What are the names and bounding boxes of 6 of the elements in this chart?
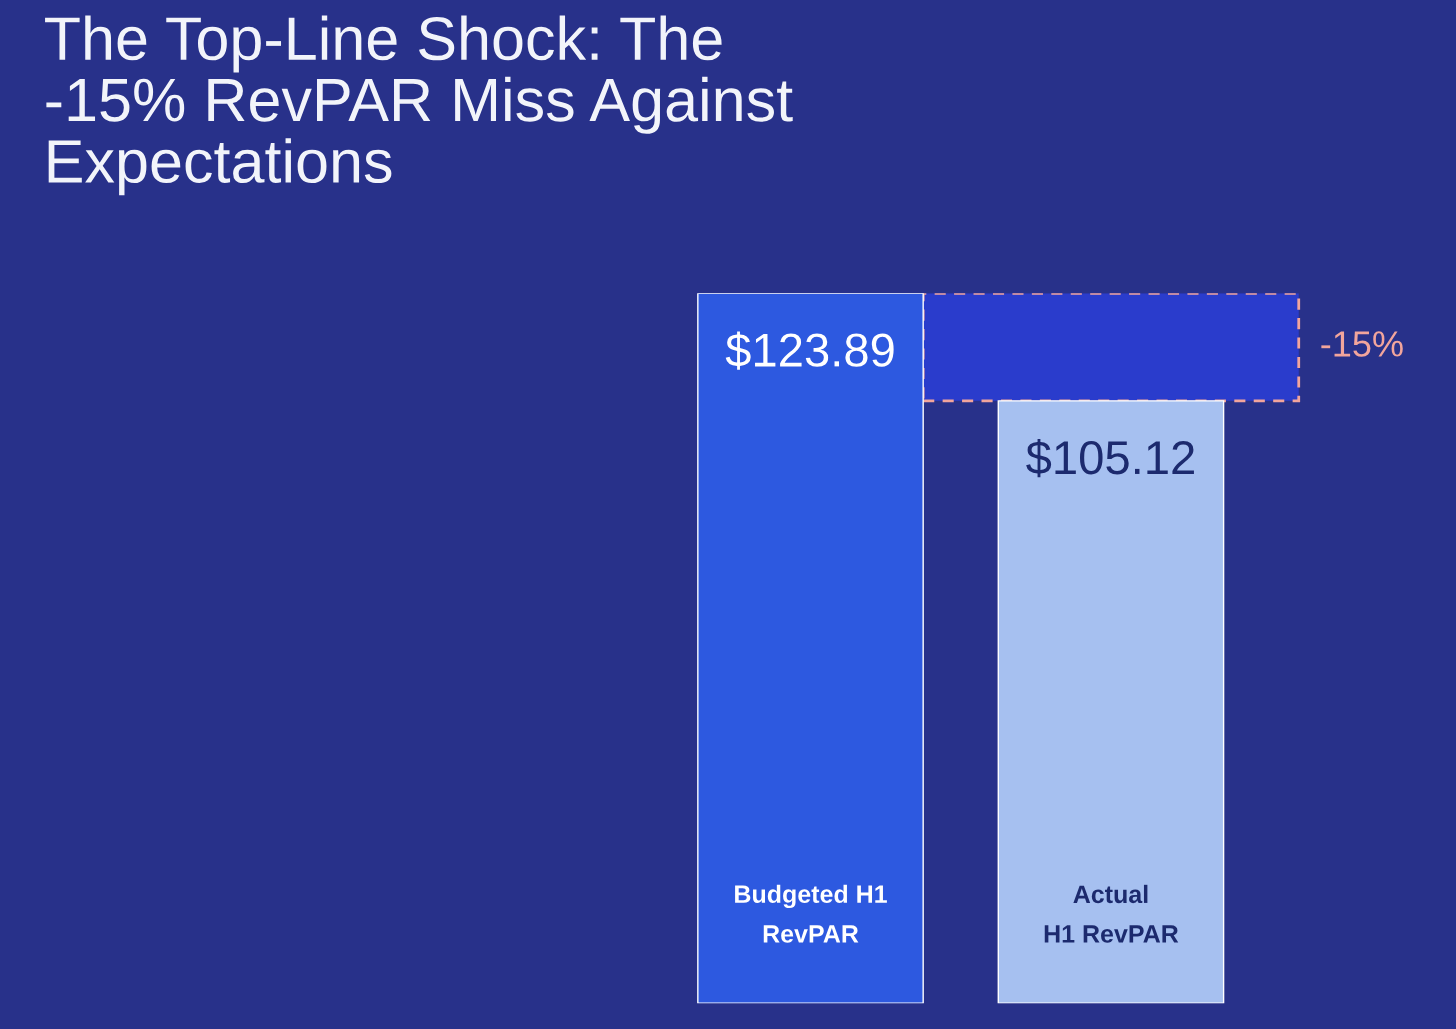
data-label: $105.12 — [1026, 438, 1194, 478]
data-label: $123.89 — [725, 331, 894, 370]
x-tick-label: Actual H1 RevPAR — [1044, 884, 1179, 943]
x-tick-label: Budgeted H1 RevPAR — [735, 884, 887, 943]
chart-title: The Top-Line Shock: The -15% RevPAR Miss Against Expectations — [45, 15, 793, 196]
band-label: -15% — [1321, 331, 1403, 357]
